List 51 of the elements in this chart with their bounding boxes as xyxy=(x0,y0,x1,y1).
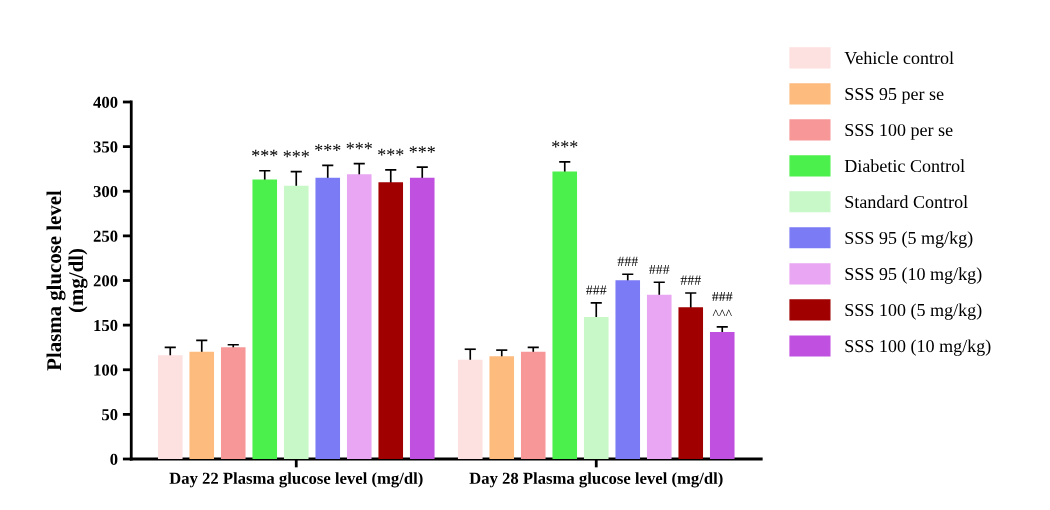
legend-label: SSS 95 (10 mg/kg) xyxy=(845,267,982,284)
bar xyxy=(489,356,515,459)
bar xyxy=(709,332,735,459)
bar xyxy=(409,177,435,459)
data-label: ### xyxy=(680,275,701,285)
bar xyxy=(615,280,641,459)
bar xyxy=(252,179,278,459)
bar xyxy=(157,355,183,459)
data-label: *** xyxy=(378,148,404,156)
y-tick-label: 250 xyxy=(93,230,118,242)
legend-label: Vehicle control xyxy=(844,51,954,65)
bar xyxy=(520,351,546,459)
data-label: ### ^^^ xyxy=(712,292,733,316)
bar xyxy=(378,182,404,459)
legend-label: SSS 100 (10 mg/kg) xyxy=(845,339,991,356)
bar xyxy=(189,351,215,459)
y-tick-label: 350 xyxy=(93,141,118,153)
y-tick-label: 200 xyxy=(93,275,118,287)
y-tick-label: 100 xyxy=(94,364,118,376)
bar xyxy=(583,316,609,459)
data-label: *** xyxy=(409,146,435,153)
legend-label: SSS 95 per se xyxy=(845,87,944,104)
bar xyxy=(220,347,246,459)
data-label: *** xyxy=(346,142,372,150)
data-label: *** xyxy=(252,149,278,157)
bar xyxy=(315,177,341,459)
y-axis-title: Plasma glucose level (mg/dl) xyxy=(46,190,88,371)
bar xyxy=(678,307,704,459)
bar xyxy=(457,359,483,459)
y-tick-label: 0 xyxy=(110,453,118,465)
bar xyxy=(552,171,578,459)
x-tick-label: Day 22 Plasma glucose level (mg/dl) xyxy=(169,472,423,488)
bar xyxy=(346,174,372,459)
legend-label: Standard Control xyxy=(845,195,968,209)
y-tick-label: 300 xyxy=(93,185,118,198)
data-label: ### xyxy=(649,264,670,274)
legend-label: SSS 100 (5 mg/kg) xyxy=(845,303,982,320)
x-tick-label: Day 28 Plasma glucose level (mg/dl) xyxy=(469,472,723,488)
data-label: *** xyxy=(283,150,309,158)
data-label: ### xyxy=(617,256,638,266)
legend-label: Diabetic Control xyxy=(844,159,965,173)
bar xyxy=(283,185,309,459)
bar xyxy=(646,294,672,459)
y-tick-label: 400 xyxy=(93,96,118,108)
y-tick-label: 150 xyxy=(94,319,118,332)
legend-label: SSS 100 per se xyxy=(845,123,953,140)
data-label: *** xyxy=(315,144,341,151)
legend-label: SSS 95 (5 mg/kg) xyxy=(845,231,973,248)
y-tick-label: 50 xyxy=(102,409,118,421)
data-label: ### xyxy=(586,285,607,295)
data-label: *** xyxy=(552,140,578,148)
